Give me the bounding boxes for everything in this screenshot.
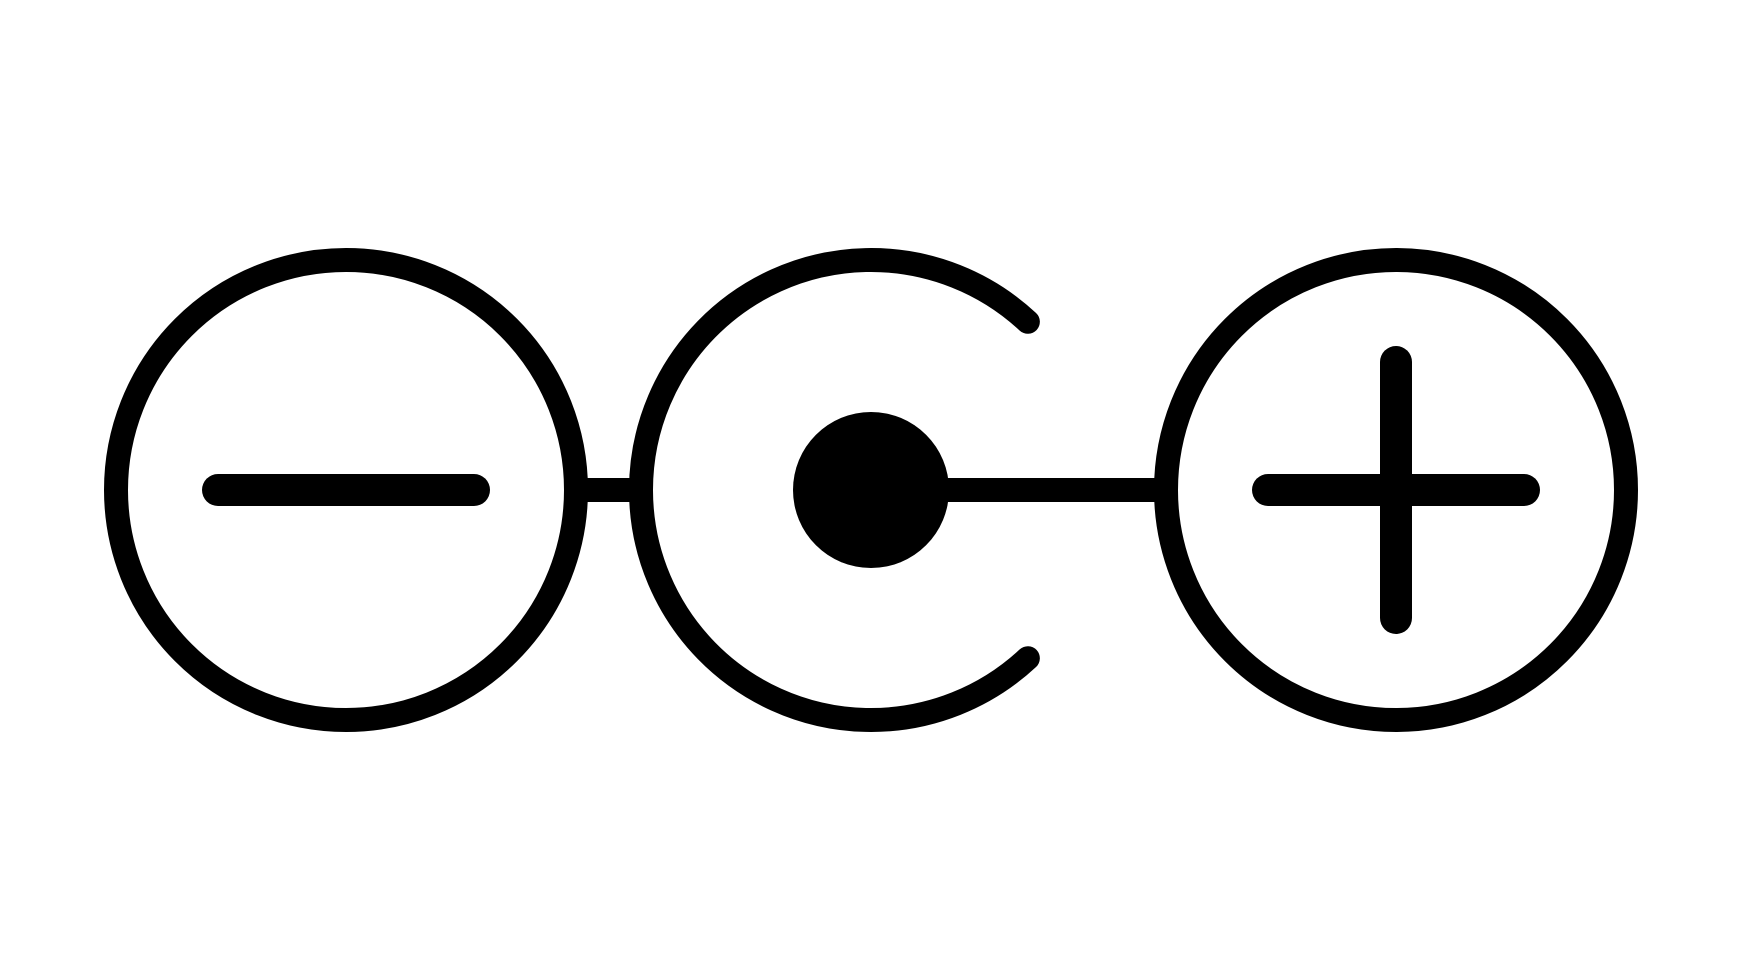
handle-dot-icon — [793, 412, 949, 568]
minus-button[interactable] — [116, 260, 576, 720]
plus-button[interactable] — [1166, 260, 1626, 720]
slider-control — [0, 0, 1742, 980]
